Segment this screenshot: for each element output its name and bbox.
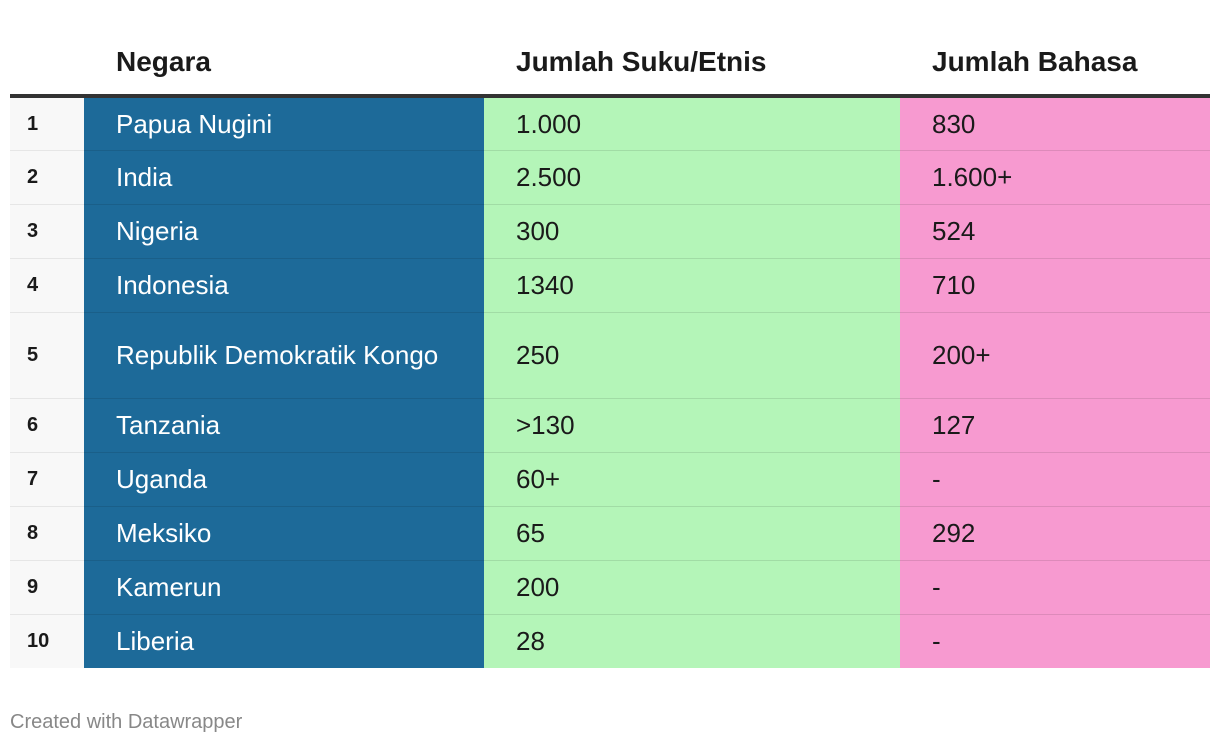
cell-rank: 7 bbox=[10, 452, 84, 507]
table-row: 3 Nigeria 300 524 bbox=[10, 204, 1210, 259]
header-languages[interactable]: Jumlah Bahasa bbox=[900, 30, 1210, 98]
table-row: 6 Tanzania >130 127 bbox=[10, 398, 1210, 453]
cell-country: India bbox=[84, 150, 484, 205]
cell-country: Papua Nugini bbox=[84, 96, 484, 151]
data-table-container: Negara Jumlah Suku/Etnis Jumlah Bahasa 1… bbox=[10, 30, 1210, 668]
cell-country: Kamerun bbox=[84, 560, 484, 615]
cell-rank: 3 bbox=[10, 204, 84, 259]
header-row: Negara Jumlah Suku/Etnis Jumlah Bahasa bbox=[10, 30, 1210, 98]
table-row: 1 Papua Nugini 1.000 830 bbox=[10, 96, 1210, 151]
cell-country: Indonesia bbox=[84, 258, 484, 313]
cell-ethnic: 2.500 bbox=[484, 150, 900, 205]
cell-country: Tanzania bbox=[84, 398, 484, 453]
cell-languages: 710 bbox=[900, 258, 1210, 313]
table-row: 8 Meksiko 65 292 bbox=[10, 506, 1210, 561]
cell-ethnic: >130 bbox=[484, 398, 900, 453]
cell-country: Meksiko bbox=[84, 506, 484, 561]
table-row: 2 India 2.500 1.600+ bbox=[10, 150, 1210, 205]
cell-rank: 4 bbox=[10, 258, 84, 313]
cell-languages: 127 bbox=[900, 398, 1210, 453]
cell-ethnic: 200 bbox=[484, 560, 900, 615]
cell-rank: 9 bbox=[10, 560, 84, 615]
cell-languages: 830 bbox=[900, 96, 1210, 151]
cell-languages: 200+ bbox=[900, 312, 1210, 399]
cell-rank: 10 bbox=[10, 614, 84, 668]
header-country[interactable]: Negara bbox=[84, 30, 484, 98]
table-row: 4 Indonesia 1340 710 bbox=[10, 258, 1210, 313]
cell-languages: 292 bbox=[900, 506, 1210, 561]
cell-languages: 524 bbox=[900, 204, 1210, 259]
cell-ethnic: 1340 bbox=[484, 258, 900, 313]
cell-rank: 6 bbox=[10, 398, 84, 453]
header-rank[interactable] bbox=[10, 30, 84, 98]
cell-ethnic: 65 bbox=[484, 506, 900, 561]
table-row: 5 Republik Demokratik Kongo 250 200+ bbox=[10, 312, 1210, 399]
cell-country: Liberia bbox=[84, 614, 484, 668]
cell-ethnic: 28 bbox=[484, 614, 900, 668]
table-body: 1 Papua Nugini 1.000 830 2 India 2.500 1.600+ 3 N… bbox=[10, 96, 1210, 668]
table-header: Negara Jumlah Suku/Etnis Jumlah Bahasa bbox=[10, 30, 1210, 98]
table-row: 10 Liberia 28- bbox=[10, 614, 1210, 668]
cell-country: Republik Demokratik Kongo bbox=[84, 312, 484, 399]
cell-rank: 1 bbox=[10, 96, 84, 151]
cell-rank: 5 bbox=[10, 312, 84, 399]
table-row: 9 Kamerun 200- bbox=[10, 560, 1210, 615]
cell-ethnic: 60+ bbox=[484, 452, 900, 507]
cell-ethnic: 250 bbox=[484, 312, 900, 399]
cell-languages: - bbox=[900, 560, 1210, 615]
cell-country: Nigeria bbox=[84, 204, 484, 259]
cell-country: Uganda bbox=[84, 452, 484, 507]
cell-rank: 2 bbox=[10, 150, 84, 205]
cell-ethnic: 1.000 bbox=[484, 96, 900, 151]
cell-rank: 8 bbox=[10, 506, 84, 561]
cell-languages: - bbox=[900, 614, 1210, 668]
header-ethnic[interactable]: Jumlah Suku/Etnis bbox=[484, 30, 900, 98]
cell-ethnic: 300 bbox=[484, 204, 900, 259]
data-table: Negara Jumlah Suku/Etnis Jumlah Bahasa 1… bbox=[10, 30, 1210, 668]
datawrapper-credit: Created with Datawrapper bbox=[10, 711, 243, 733]
table-row: 7 Uganda 60+ - bbox=[10, 452, 1210, 507]
cell-languages: 1.600+ bbox=[900, 150, 1210, 205]
cell-languages: - bbox=[900, 452, 1210, 507]
